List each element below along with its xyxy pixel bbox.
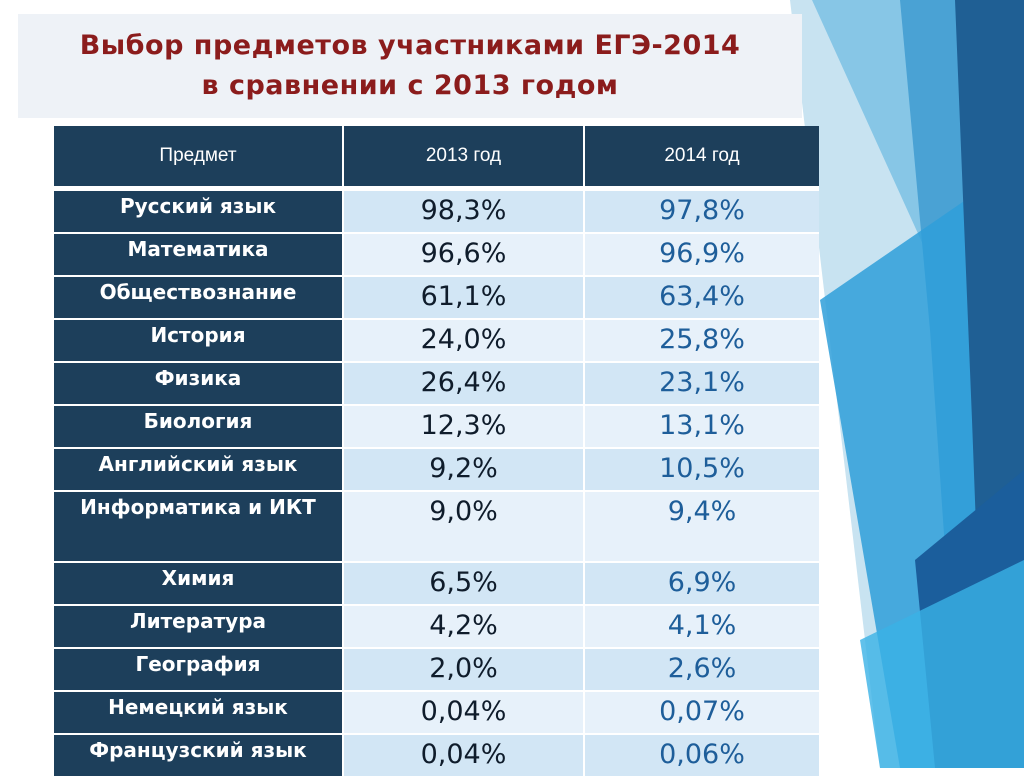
- value-2014-cell: 96,9%: [584, 233, 819, 277]
- table-row: Русский язык 98,3% 97,8%: [54, 188, 819, 234]
- title-box: [18, 14, 802, 118]
- header-2013: 2013 год: [343, 126, 585, 191]
- value-2013-cell: 61,1%: [343, 276, 585, 320]
- table-header-row: Предмет 2013 год 2014 год: [54, 126, 819, 191]
- value-2014-cell: 10,5%: [584, 448, 819, 492]
- value-2014-cell: 9,4%: [584, 491, 819, 563]
- value-2014-cell: 63,4%: [584, 276, 819, 320]
- header-2014: 2014 год: [584, 126, 819, 191]
- value-2013-cell: 9,0%: [343, 491, 585, 563]
- slide-title: Выбор предметов участниками ЕГЭ-2014 в с…: [18, 26, 802, 106]
- value-2014-cell: 0,07%: [584, 691, 819, 735]
- table-row: Математика 96,6% 96,9%: [54, 233, 819, 277]
- table-row: История 24,0% 25,8%: [54, 319, 819, 363]
- value-2013-cell: 9,2%: [343, 448, 585, 492]
- deco-bright-shard: [860, 560, 1024, 768]
- value-2013-cell: 98,3%: [343, 188, 585, 234]
- table-row: Немецкий язык 0,04% 0,07%: [54, 691, 819, 735]
- table-row: География 2,0% 2,6%: [54, 648, 819, 692]
- value-2013-cell: 12,3%: [343, 405, 585, 449]
- subject-cell: Обществознание: [54, 276, 344, 320]
- value-2014-cell: 97,8%: [584, 188, 819, 234]
- value-2014-cell: 2,6%: [584, 648, 819, 692]
- table-row: Физика 26,4% 23,1%: [54, 362, 819, 406]
- header-subject: Предмет: [54, 126, 344, 191]
- subject-cell: Биология: [54, 405, 344, 449]
- slide-title-line-1: Выбор предметов участниками ЕГЭ-2014: [79, 30, 741, 61]
- value-2013-cell: 0,04%: [343, 691, 585, 735]
- table-row: Биология 12,3% 13,1%: [54, 405, 819, 449]
- table-row: Литература 4,2% 4,1%: [54, 605, 819, 649]
- value-2014-cell: 25,8%: [584, 319, 819, 363]
- value-2013-cell: 6,5%: [343, 562, 585, 606]
- table-row: Информатика и ИКТ 9,0% 9,4%: [54, 491, 819, 563]
- subject-cell: Немецкий язык: [54, 691, 344, 735]
- value-2014-cell: 4,1%: [584, 605, 819, 649]
- subject-cell: Информатика и ИКТ: [54, 491, 344, 563]
- value-2013-cell: 96,6%: [343, 233, 585, 277]
- value-2013-cell: 0,04%: [343, 734, 585, 778]
- table-row: Обществознание 61,1% 63,4%: [54, 276, 819, 320]
- subject-cell: Химия: [54, 562, 344, 606]
- value-2014-cell: 0,06%: [584, 734, 819, 778]
- value-2013-cell: 4,2%: [343, 605, 585, 649]
- subject-cell: Английский язык: [54, 448, 344, 492]
- subject-cell: Физика: [54, 362, 344, 406]
- value-2014-cell: 6,9%: [584, 562, 819, 606]
- subject-cell: География: [54, 648, 344, 692]
- value-2013-cell: 26,4%: [343, 362, 585, 406]
- value-2013-cell: 24,0%: [343, 319, 585, 363]
- subject-cell: Французский язык: [54, 734, 344, 778]
- table-row: Химия 6,5% 6,9%: [54, 562, 819, 606]
- value-2013-cell: 2,0%: [343, 648, 585, 692]
- table-row: Английский язык 9,2% 10,5%: [54, 448, 819, 492]
- subject-cell: Литература: [54, 605, 344, 649]
- subject-cell: История: [54, 319, 344, 363]
- subjects-table: Предмет 2013 год 2014 год Русский язык 9…: [54, 126, 819, 778]
- table-row: Французский язык 0,04% 0,06%: [54, 734, 819, 778]
- value-2014-cell: 23,1%: [584, 362, 819, 406]
- value-2014-cell: 13,1%: [584, 405, 819, 449]
- subject-cell: Математика: [54, 233, 344, 277]
- slide-title-line-2: в сравнении с 2013 годом: [201, 70, 619, 101]
- subject-cell: Русский язык: [54, 188, 344, 234]
